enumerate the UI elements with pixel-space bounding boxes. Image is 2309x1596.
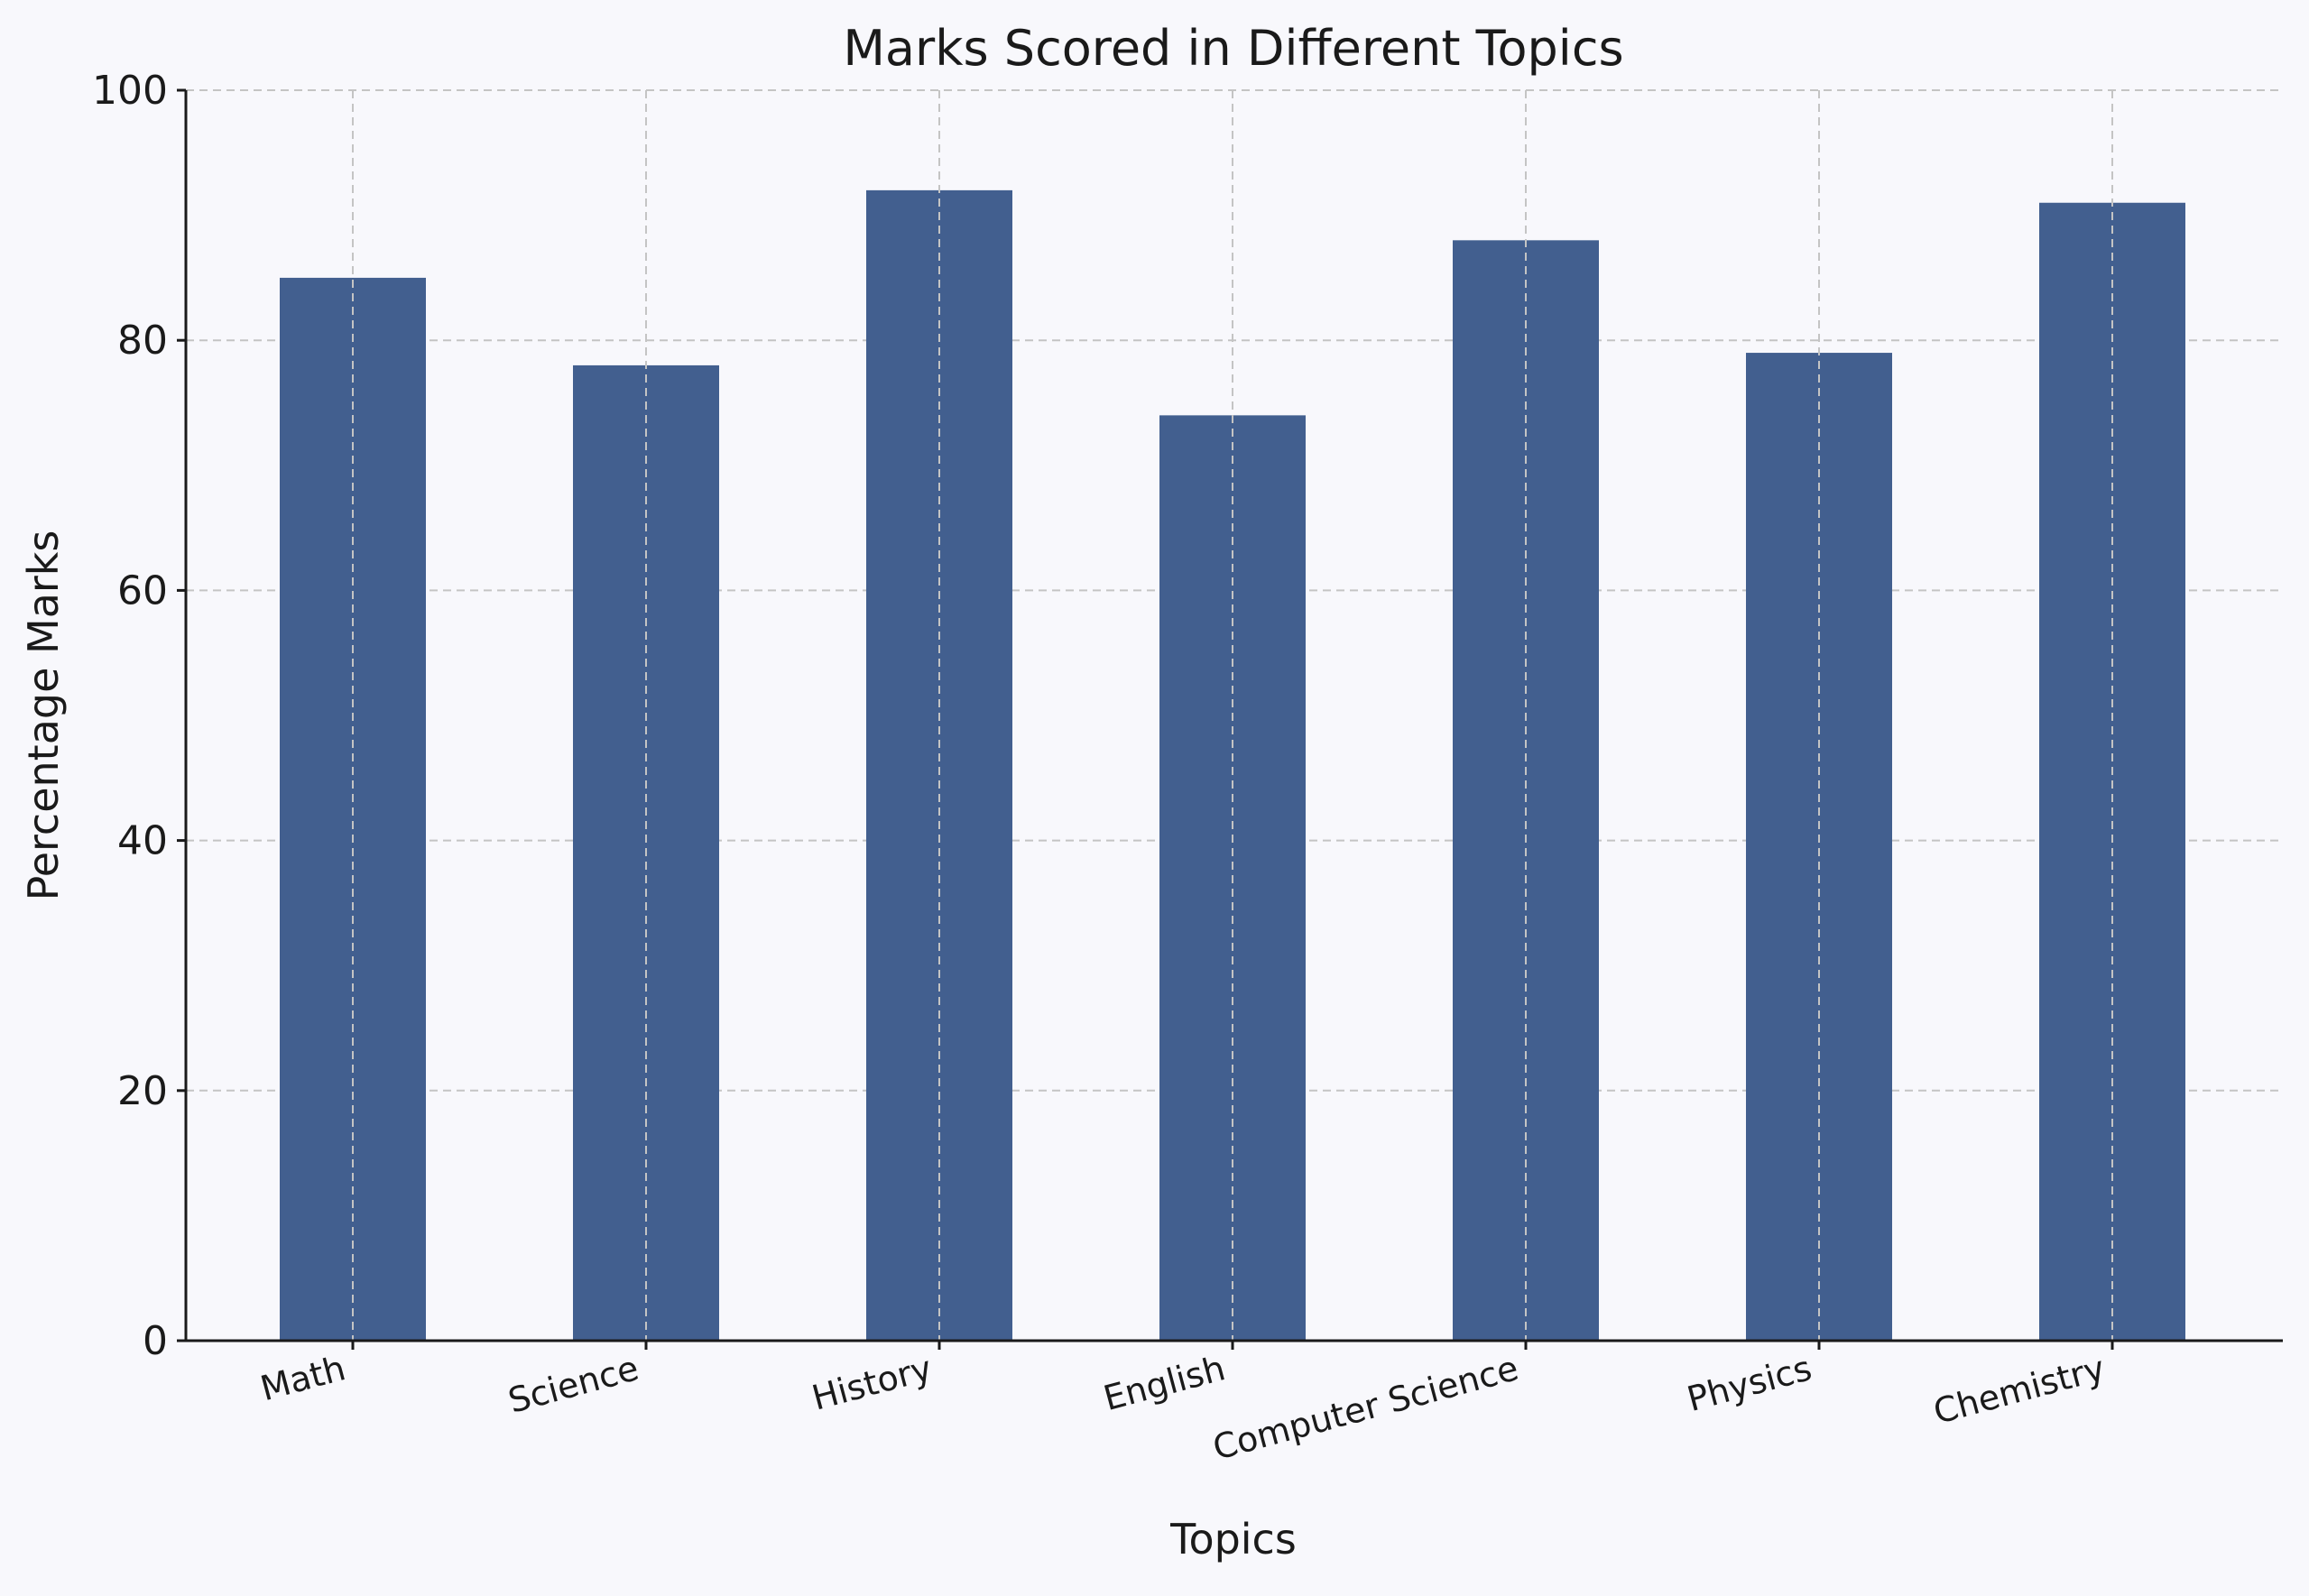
y-tick-label: 100 (92, 68, 168, 114)
bar-computer-science (1453, 240, 1599, 1341)
y-tick-label: 40 (117, 818, 168, 864)
y-tick-labels: 0 20 40 60 80 100 (92, 68, 168, 1364)
vertical-grid-layer (352, 90, 2113, 1341)
axis-layer (177, 88, 2283, 1350)
x-tick-label: Chemistry (1929, 1348, 2109, 1432)
x-tick-label: Math (256, 1348, 349, 1408)
y-tick-label: 0 (143, 1318, 168, 1364)
x-tick-label: Science (504, 1348, 643, 1421)
x-tick-label: English (1099, 1348, 1229, 1418)
x-tick-label: Computer Science (1209, 1348, 1523, 1468)
y-axis-label: Percentage Marks (19, 530, 68, 901)
x-tick-label: History (808, 1348, 936, 1417)
chart-title: Marks Scored in Different Topics (843, 20, 1623, 77)
x-axis-label: Topics (1169, 1515, 1297, 1564)
y-tick-label: 20 (117, 1068, 168, 1114)
x-tick-label: Physics (1683, 1348, 1815, 1419)
y-tick-label: 60 (117, 567, 168, 613)
y-tick-label: 80 (117, 318, 168, 364)
